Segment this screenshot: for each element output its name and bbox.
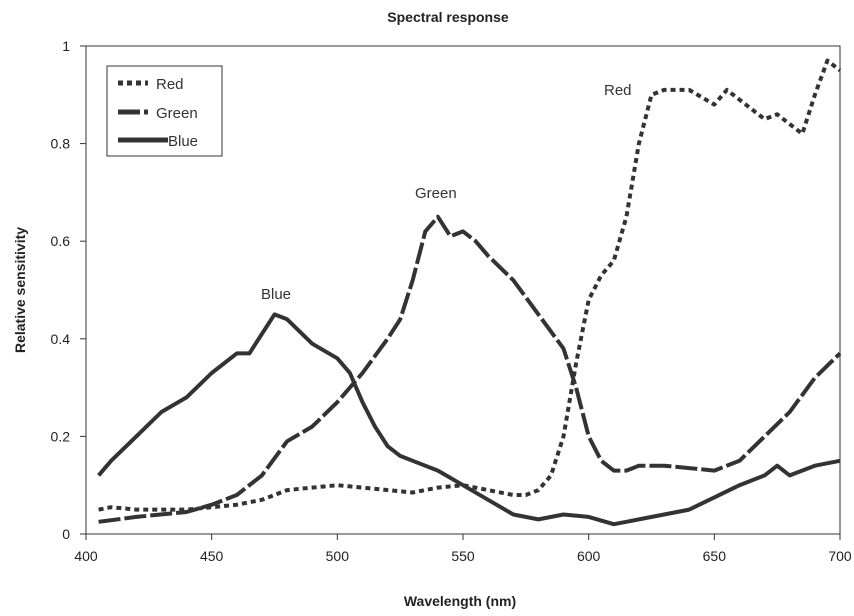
x-tick-label: 650: [703, 548, 727, 564]
y-tick-label: 0.2: [51, 428, 71, 444]
chart-title: Spectral response: [387, 9, 509, 25]
legend-label-blue: Blue: [168, 133, 198, 150]
x-tick-label: 450: [200, 548, 224, 564]
x-tick-label: 550: [451, 548, 475, 564]
series-line-green: [98, 214, 842, 524]
axes: 400 450 500 550 600 650 700 0 0.2 0.4 0.6 0.8 1: [51, 38, 852, 564]
x-tick-label: 400: [74, 548, 98, 564]
legend-label-red: Red: [156, 76, 184, 93]
y-axis-title: Relative sensitivity: [12, 227, 28, 353]
y-tick-label: 0.6: [51, 233, 71, 249]
y-tick-label: 0.8: [51, 136, 71, 152]
y-tick-label: 1: [62, 38, 70, 54]
legend-label-green: Green: [156, 105, 198, 122]
series-line-blue: [97, 312, 841, 527]
y-tick-label: 0: [62, 526, 70, 542]
annotation-green: Green: [415, 185, 457, 202]
x-tick-label: 500: [326, 548, 350, 564]
x-tick-label: 700: [828, 548, 852, 564]
annotation-red: Red: [604, 82, 632, 99]
x-tick-label: 600: [577, 548, 601, 564]
series-layer: [97, 58, 842, 527]
legend: Red Green Blue: [106, 65, 223, 157]
x-axis-title: Wavelength (nm): [404, 593, 516, 609]
y-tick-label: 0.4: [51, 331, 71, 347]
annotation-blue: Blue: [261, 286, 291, 303]
